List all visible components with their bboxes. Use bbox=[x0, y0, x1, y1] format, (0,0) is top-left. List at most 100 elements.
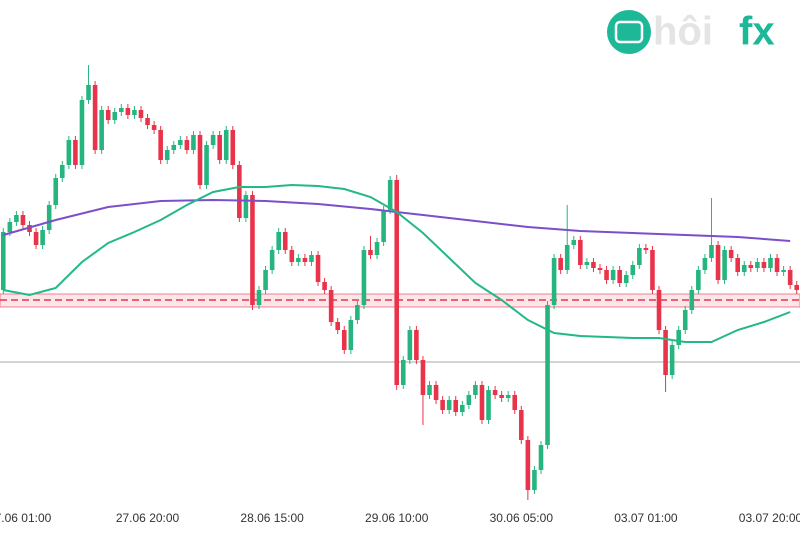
candle-body bbox=[768, 258, 773, 268]
x-tick-label: 03.07 01:00 bbox=[614, 511, 678, 525]
candle-body bbox=[427, 385, 432, 395]
candle-body bbox=[643, 248, 649, 250]
candle-body bbox=[623, 275, 629, 283]
candle-body bbox=[558, 258, 563, 270]
candle-body bbox=[610, 270, 616, 280]
candle-body bbox=[617, 270, 622, 283]
candle-body bbox=[453, 400, 459, 412]
candle-body bbox=[414, 330, 419, 360]
candle-body bbox=[158, 130, 163, 160]
candle-body bbox=[46, 205, 52, 230]
candle-body bbox=[269, 250, 275, 270]
candle-body bbox=[99, 110, 104, 150]
candle-body bbox=[433, 385, 439, 400]
candle-body bbox=[722, 250, 727, 280]
candle-body bbox=[407, 330, 413, 360]
candle-body bbox=[630, 265, 636, 275]
x-tick-label: 03.07 20:00 bbox=[739, 511, 800, 525]
candle-body bbox=[191, 135, 196, 150]
candle-body bbox=[20, 215, 26, 225]
candle-body bbox=[466, 395, 472, 405]
candle-body bbox=[7, 222, 13, 232]
candle-body bbox=[689, 290, 695, 310]
candle-body bbox=[355, 305, 360, 320]
candle-body bbox=[755, 262, 760, 268]
candle-body bbox=[702, 258, 708, 270]
candle-body bbox=[420, 360, 426, 395]
candle-body bbox=[774, 258, 780, 272]
candle-body bbox=[781, 270, 786, 272]
candle-body bbox=[564, 245, 570, 270]
candle-body bbox=[446, 400, 452, 410]
candle-body bbox=[650, 250, 655, 290]
candle-body bbox=[545, 305, 550, 445]
candle-body bbox=[741, 265, 747, 272]
candle-body bbox=[79, 100, 85, 165]
candle-body bbox=[584, 262, 590, 265]
candle-body bbox=[230, 130, 236, 165]
candle-body bbox=[676, 330, 681, 345]
candle-body bbox=[512, 395, 518, 410]
candle-body bbox=[473, 385, 478, 395]
candle-body bbox=[341, 330, 347, 350]
candle-body bbox=[223, 130, 229, 160]
candle-body bbox=[492, 390, 498, 395]
candle-body bbox=[637, 248, 642, 265]
candle-body bbox=[256, 290, 262, 305]
candle-body bbox=[309, 255, 314, 262]
candle-body bbox=[73, 140, 78, 165]
candle-body bbox=[243, 195, 249, 218]
candle-body bbox=[119, 108, 124, 112]
logo-text: hôi bbox=[653, 10, 713, 54]
candle-body bbox=[132, 110, 137, 115]
candle-body bbox=[381, 210, 386, 242]
candle-body bbox=[525, 440, 531, 490]
candle-body bbox=[105, 110, 111, 120]
candle-body bbox=[86, 85, 91, 100]
candle-body bbox=[709, 245, 714, 258]
candle-body bbox=[60, 165, 65, 178]
candle-body bbox=[400, 360, 406, 385]
candle-body bbox=[171, 145, 177, 150]
candle-body bbox=[440, 400, 445, 410]
candle-body bbox=[296, 258, 301, 262]
candle-body bbox=[387, 180, 393, 210]
x-tick-label: 29.06 10:00 bbox=[365, 511, 429, 525]
x-tick-label: 30.06 05:00 bbox=[490, 511, 554, 525]
candle-body bbox=[682, 310, 688, 330]
logo-icon-frame bbox=[614, 20, 644, 44]
x-tick-label: 27.06 20:00 bbox=[116, 511, 180, 525]
candle-body bbox=[669, 345, 675, 375]
candle-body bbox=[282, 232, 288, 250]
candle-body bbox=[696, 270, 701, 290]
candle-body bbox=[479, 385, 485, 420]
candle-body bbox=[591, 262, 596, 268]
candle-body bbox=[460, 405, 465, 412]
candle-body bbox=[204, 145, 209, 185]
candle-body bbox=[486, 390, 491, 420]
candle-body bbox=[361, 250, 367, 305]
candle-body bbox=[217, 135, 222, 160]
moving-average-line bbox=[3, 183, 791, 343]
logo: hôi fx bbox=[607, 10, 775, 54]
candle-body bbox=[597, 268, 603, 270]
candle-body bbox=[178, 140, 183, 145]
candle-body bbox=[276, 232, 281, 250]
candle-body bbox=[237, 165, 242, 218]
candle-body bbox=[551, 258, 557, 305]
candle-body bbox=[145, 118, 150, 125]
candle-body bbox=[748, 265, 754, 268]
candle-body bbox=[210, 135, 216, 145]
candle-body bbox=[571, 240, 577, 245]
candle-body bbox=[578, 240, 583, 265]
candle-body bbox=[112, 112, 118, 120]
candle-body bbox=[532, 470, 537, 490]
candle-body bbox=[250, 195, 255, 305]
candle-body bbox=[538, 445, 544, 470]
candle-body bbox=[328, 290, 334, 322]
candle-body bbox=[335, 322, 340, 330]
candle-body bbox=[33, 232, 39, 245]
candle-body bbox=[794, 285, 800, 290]
candle-body bbox=[151, 125, 157, 130]
